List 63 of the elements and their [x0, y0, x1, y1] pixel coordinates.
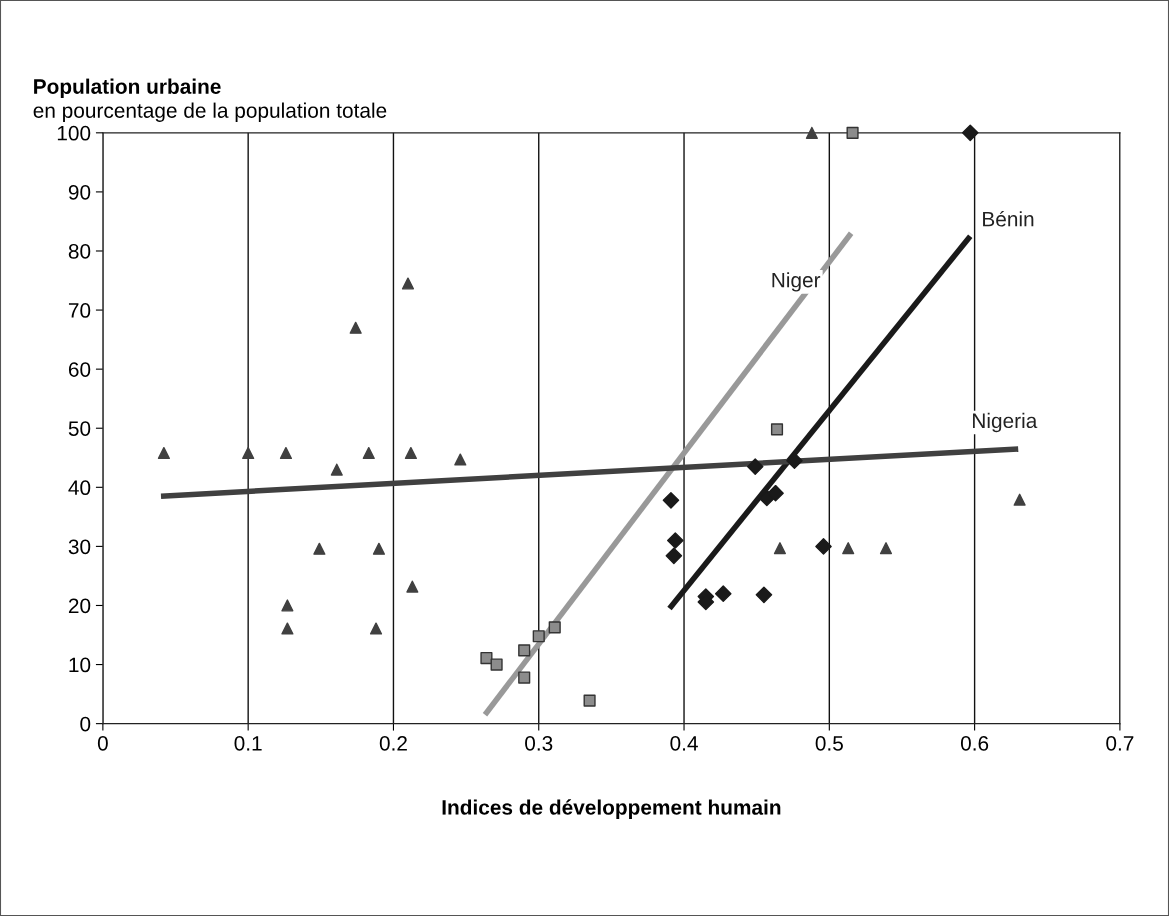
point: [805, 126, 818, 139]
point: [279, 446, 293, 460]
x-tick-label: 0.2: [379, 736, 407, 751]
point: [815, 538, 832, 555]
point: [714, 585, 732, 602]
point: [313, 542, 326, 555]
y-tick-label: 80: [68, 243, 91, 259]
point: [773, 542, 786, 555]
y-tick-label: 0: [80, 716, 91, 732]
point: [583, 694, 596, 707]
x-tick-label: 0.5: [815, 736, 843, 751]
series-label: Bénin: [983, 210, 1034, 227]
point: [518, 671, 531, 684]
point: [401, 277, 415, 290]
x-tick-label: 0.1: [234, 736, 262, 751]
point: [372, 542, 385, 555]
point: [846, 126, 859, 139]
point: [157, 446, 170, 460]
point: [281, 599, 294, 612]
point: [879, 542, 893, 555]
point: [518, 644, 531, 657]
chart-title: Population urbaine: [34, 78, 221, 99]
point: [767, 484, 784, 502]
point: [281, 622, 294, 635]
point: [480, 651, 493, 665]
point: [406, 580, 419, 593]
y-tick-label: 100: [57, 125, 91, 141]
series-label: Niger: [772, 272, 821, 292]
point: [667, 532, 684, 549]
point: [369, 622, 383, 635]
x-tick-label: 0.3: [525, 736, 553, 751]
point: [665, 547, 683, 565]
point: [548, 621, 561, 634]
y-tick-label: 50: [68, 421, 91, 436]
y-tick-label: 40: [68, 480, 91, 496]
point: [532, 630, 545, 643]
point: [349, 321, 362, 334]
point: [755, 586, 773, 604]
series-label: Nigeria: [973, 412, 1038, 433]
y-tick-label: 60: [68, 362, 91, 377]
y-tick-label: 20: [68, 598, 91, 614]
y-tick-label: 90: [68, 184, 91, 200]
point: [330, 463, 343, 476]
chart-subtitle: en pourcentage de la population totale: [33, 102, 387, 123]
y-tick-label: 10: [69, 657, 91, 673]
point: [1013, 493, 1026, 506]
x-tick-label: 0.7: [1106, 736, 1134, 751]
point: [746, 458, 764, 475]
y-tick-label: 30: [68, 539, 91, 555]
point: [842, 542, 855, 555]
point: [362, 446, 375, 460]
point: [770, 423, 784, 436]
x-tick-label: 0.6: [960, 736, 989, 751]
point: [961, 124, 979, 142]
point: [490, 658, 503, 671]
point: [404, 446, 417, 460]
point: [242, 446, 255, 460]
point: [454, 453, 467, 466]
y-tick-label: 70: [68, 303, 91, 318]
x-tick-label: 0.4: [670, 736, 698, 751]
point: [662, 492, 680, 509]
x-axis-title: Indices de développement humain: [442, 799, 781, 819]
x-tick-label: 0: [97, 736, 108, 751]
